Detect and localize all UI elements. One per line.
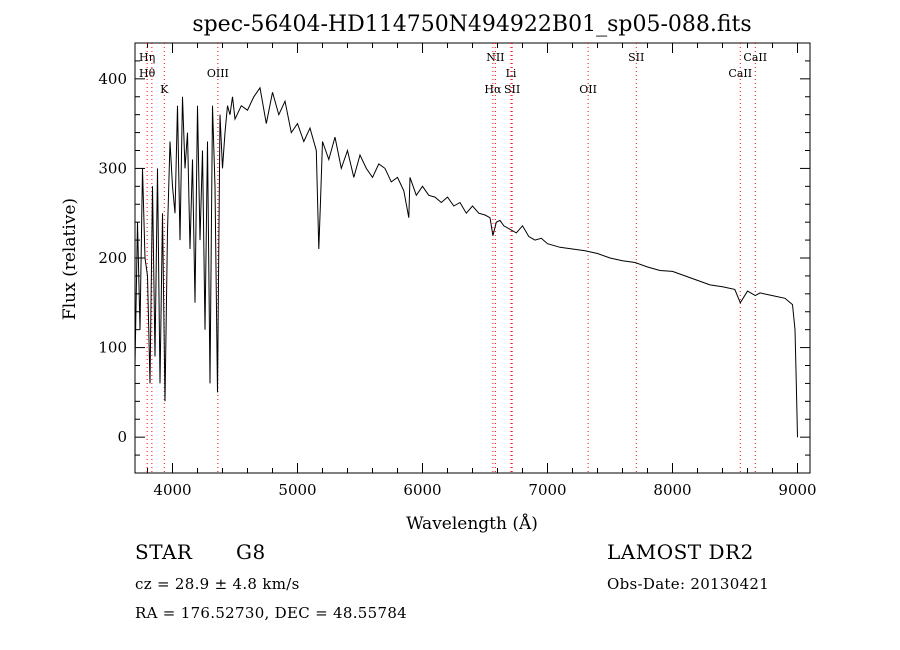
y-axis-label: Flux (relative) [60,198,80,320]
x-axis-label: Wavelength (Å) [406,513,538,534]
x-tick-label: 7000 [528,481,566,499]
spectral-line-label: Hθ [139,67,156,80]
survey-name: LAMOST DR2 [607,540,754,564]
spectral-line-label: SII [628,51,644,64]
x-tick-label: 9000 [778,481,816,499]
spectral-line-label: OII [579,83,597,96]
spectral-line-label: Hα [484,83,502,96]
y-tick-label: 0 [117,428,127,446]
chart-title: spec-56404-HD114750N494922B01_sp05-088.f… [192,12,751,37]
spectrum-line [134,86,798,438]
plot-frame [134,42,811,474]
spectral-line-label: SII [504,83,520,96]
plot-area: 4000 5000 6000 7000 8000 9000 0 100 200 300 400 Hη H… [98,42,817,499]
spectral-line-label: OIII [207,67,229,80]
coordinates: RA = 176.52730, DEC = 48.55784 [135,604,408,622]
redshift-info: cz = 28.9 ± 4.8 km/s [135,575,300,593]
spectral-line-label: K [160,83,169,96]
y-tick-label: 300 [98,159,127,177]
y-tick-label: 100 [98,339,127,357]
y-tick-label: 200 [98,249,127,267]
x-tick-label: 4000 [153,481,191,499]
observation-date: Obs-Date: 20130421 [607,575,770,593]
y-tick-label: 400 [98,70,127,88]
x-tick-label: 8000 [653,481,691,499]
spectral-class: G8 [236,540,266,564]
spectral-line-label: CaII [743,51,767,64]
x-tick-label: 6000 [403,481,441,499]
spectral-line-label: Hη [139,51,155,64]
spectral-line-label: Li [506,67,517,80]
x-tick-label: 5000 [278,481,316,499]
spectral-line-label: CaII [728,67,752,80]
object-type: STAR [135,540,193,564]
spectral-line-label: NII [486,51,504,64]
